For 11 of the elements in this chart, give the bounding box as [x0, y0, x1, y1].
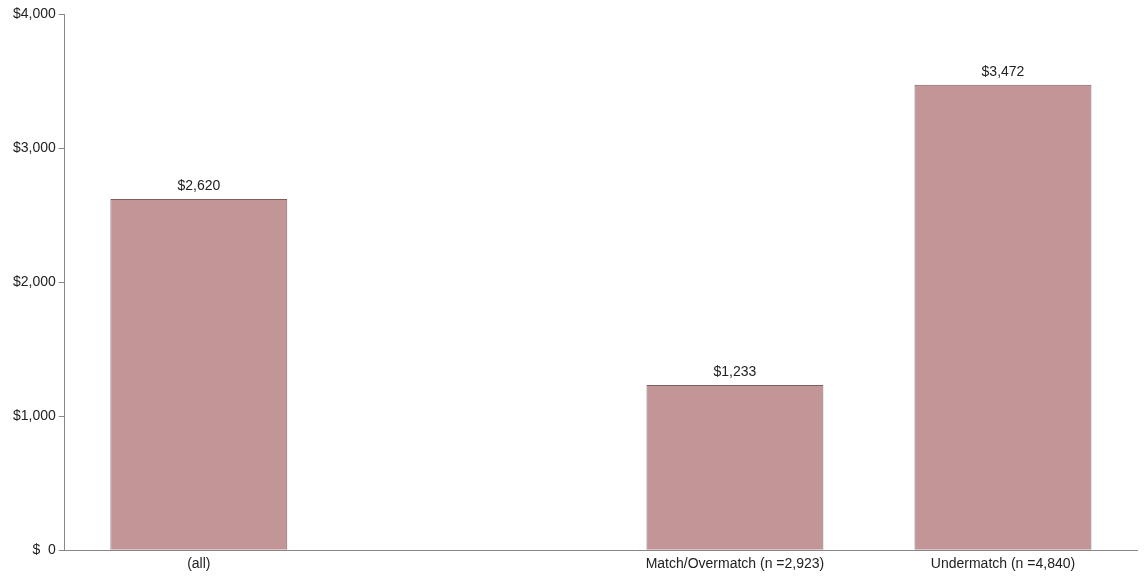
y-tick-label: $1,000: [12, 407, 57, 424]
y-tick-label: $4,000: [12, 4, 57, 21]
y-tick-label: $2,000: [12, 272, 57, 289]
x-tick-label: Match/Overmatch (n =2,923): [645, 555, 825, 572]
x-tick-label: Undermatch (n =4,840): [930, 555, 1076, 572]
y-tick-label: $3,000: [12, 138, 57, 155]
x-tick-label: (all): [187, 555, 211, 572]
data-label: $2,620: [177, 176, 221, 193]
data-label: $1,233: [713, 362, 757, 379]
data-label: $3,472: [981, 62, 1025, 79]
y-tick-label: $ 0: [32, 541, 57, 558]
